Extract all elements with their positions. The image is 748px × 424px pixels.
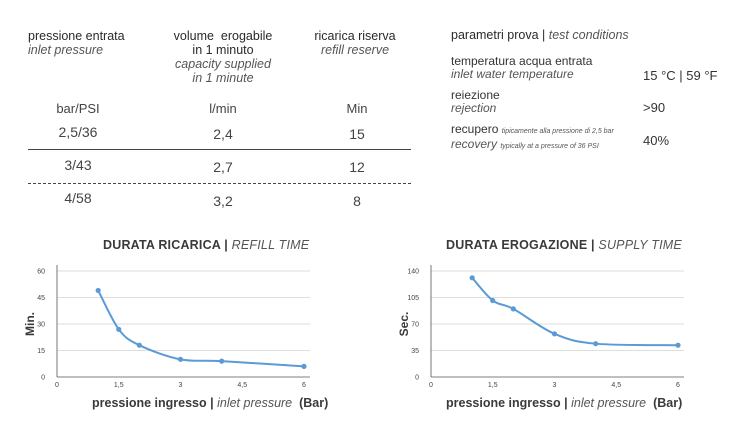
x-tick-label: 1,5: [488, 382, 498, 389]
x-tick-label: 1,5: [114, 382, 124, 389]
data-point: [490, 297, 496, 304]
header-refill-reserve: ricarica riserva refill reserve: [314, 29, 396, 57]
cell-row2-refill: 12: [349, 159, 365, 175]
unit-l-min: l/min: [209, 101, 237, 116]
table-divider-dashed: [28, 183, 411, 184]
y-tick-label: 140: [407, 269, 419, 276]
data-point: [593, 341, 599, 347]
cell-row1-capacity: 2,4: [213, 126, 233, 142]
x-tick-label: 6: [302, 382, 306, 389]
cell-row1-pressure: 2,5/36: [58, 124, 98, 140]
param-recovery-value: 40%: [643, 133, 670, 148]
cell-row2-pressure: 3/43: [64, 157, 92, 173]
data-point: [469, 275, 475, 281]
unit-min: Min: [346, 101, 368, 116]
x-tick-label: 0: [429, 382, 433, 389]
data-point: [177, 356, 184, 362]
data-point: [675, 342, 681, 348]
param-recovery-label: recupero tipicamente alla pressione di 2…: [451, 122, 614, 151]
y-tick-label: 0: [41, 375, 45, 382]
y-tick-label: 105: [407, 295, 419, 302]
param-temperature-value: 15 °C | 59 °F: [643, 68, 718, 83]
chart-supply-time: 0 35 70 105 140 0 1,5 3 4,5 6 Sec.: [397, 265, 684, 389]
x-tick-label: 3: [179, 382, 183, 389]
y-tick-label: 0: [415, 375, 419, 382]
data-point: [219, 358, 225, 364]
y-tick-label: 60: [37, 269, 45, 276]
header-capacity: volume erogabile in 1 minuto capacity su…: [173, 29, 273, 85]
y-tick-label: 15: [37, 348, 45, 355]
x-tick-label: 4,5: [237, 382, 247, 389]
cell-row3-pressure: 4/58: [64, 190, 92, 206]
y-tick-label: 70: [411, 322, 419, 329]
cell-row3-capacity: 3,2: [213, 193, 233, 209]
table-divider-solid: [28, 149, 411, 150]
y-axis-label: Sec.: [397, 312, 411, 337]
data-point: [136, 342, 142, 348]
header-inlet-pressure: pressione entrata inlet pressure: [28, 29, 125, 57]
data-point: [95, 287, 101, 294]
y-tick-label: 35: [411, 348, 419, 355]
cell-row3-refill: 8: [353, 193, 361, 209]
y-tick-label: 30: [37, 322, 45, 329]
params-title: parametri prova | test conditions: [451, 28, 629, 42]
unit-bar-psi: bar/PSI: [56, 101, 100, 116]
y-axis-label: Min.: [23, 312, 37, 336]
param-rejection-label: reiezione rejection: [451, 88, 500, 115]
chart-refill-title: DURATA RICARICA | REFILL TIME: [103, 238, 310, 252]
chart-supply-title: DURATA EROGAZIONE | SUPPLY TIME: [446, 238, 682, 252]
y-tick-label: 45: [37, 295, 45, 302]
data-point: [116, 326, 122, 332]
param-temperature-label: temperatura acqua entrata inlet water te…: [451, 54, 593, 81]
series-line: [471, 277, 679, 347]
data-point: [510, 306, 516, 312]
x-tick-label: 0: [55, 382, 59, 389]
series-line: [97, 289, 305, 368]
chart-refill-time: 0 15 30 45 60 0 1,5 3 4,5 6 Min.: [23, 265, 310, 389]
param-rejection-value: >90: [643, 100, 666, 115]
cell-row2-capacity: 2,7: [213, 159, 233, 175]
x-tick-label: 3: [553, 382, 557, 389]
cell-row1-refill: 15: [349, 126, 365, 142]
chart-refill-xlabel: pressione ingresso | inlet pressure (Bar…: [92, 396, 329, 410]
x-tick-label: 4,5: [611, 382, 621, 389]
x-tick-label: 6: [676, 382, 680, 389]
data-point: [301, 363, 307, 369]
data-point: [551, 331, 558, 337]
chart-supply-xlabel: pressione ingresso | inlet pressure (Bar…: [446, 396, 683, 410]
